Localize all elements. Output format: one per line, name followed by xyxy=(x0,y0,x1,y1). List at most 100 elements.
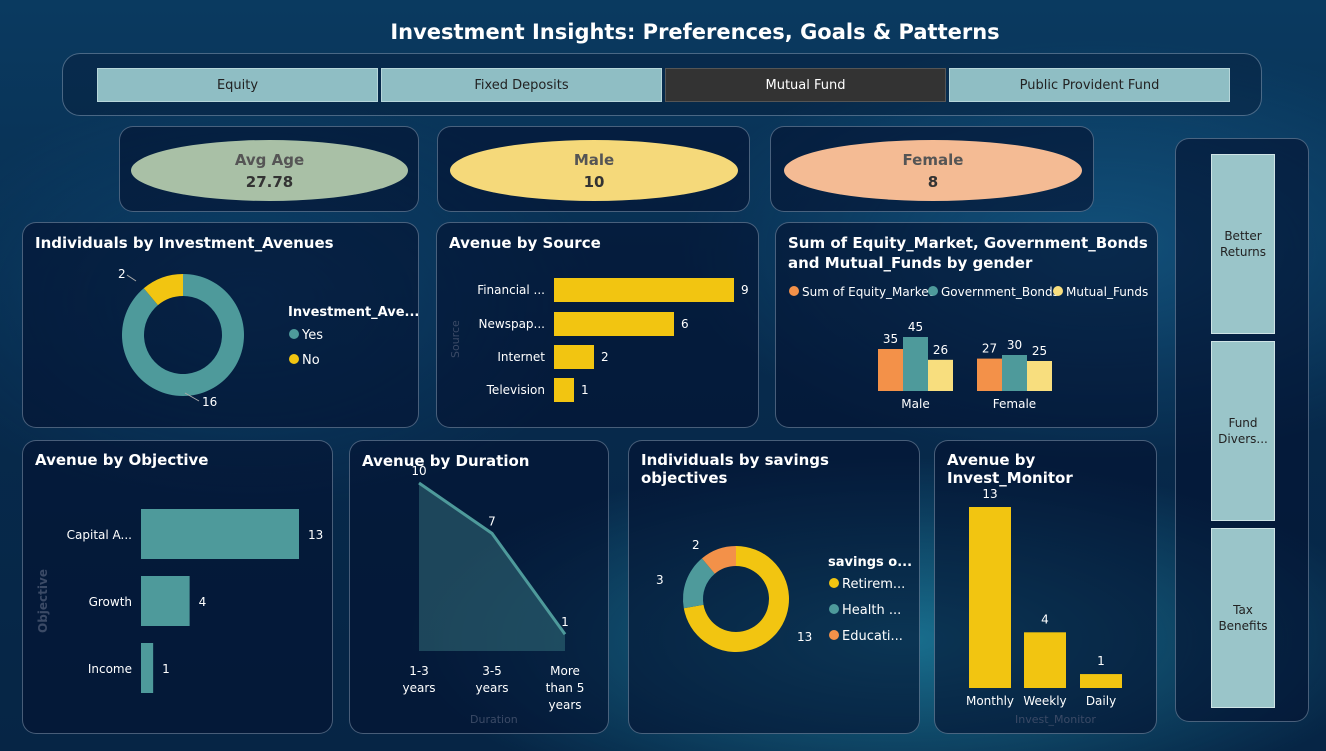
savings-legend-education: Educati... xyxy=(842,629,903,644)
gender-bar-chart: Sum of Equity_Market Government_Bonds Mu… xyxy=(789,285,1148,411)
savings-legend-retirement: Retirem... xyxy=(842,577,905,592)
gender-value-label: 30 xyxy=(1007,338,1022,352)
avenues-slice-no[interactable] xyxy=(143,274,183,306)
duration-axis-label: Duration xyxy=(470,713,518,726)
savings-value-label: 3 xyxy=(656,573,664,587)
gender-legend-bonds: Government_Bonds xyxy=(941,285,1059,299)
objective-value-label: 13 xyxy=(308,528,323,542)
duration-area-chart: 10 7 1 1-3 years 3-5 years More than 5 years Dura… xyxy=(402,464,585,726)
monitor-bar[interactable] xyxy=(969,507,1011,688)
duration-value-label: 1 xyxy=(561,615,569,629)
duration-category-label: 1-3 years xyxy=(402,664,435,695)
monitor-category-label: Monthly xyxy=(966,694,1014,708)
avenues-panel: Individuals by Investment_Avenues 2 16 I… xyxy=(22,222,419,428)
male-kpi: Male 10 xyxy=(450,140,738,201)
gender-title: Sum of Equity_Market, Government_Bonds a… xyxy=(788,233,1148,273)
gender-bar[interactable] xyxy=(1027,361,1052,391)
female-value: 8 xyxy=(927,172,939,191)
source-bar[interactable] xyxy=(554,345,594,369)
gender-bar[interactable] xyxy=(903,337,928,391)
savings-legend-title: savings o... xyxy=(828,555,912,570)
savings-slice-educati[interactable] xyxy=(701,546,736,574)
duration-value-label: 10 xyxy=(411,464,426,478)
gender-value-label: 26 xyxy=(933,343,948,357)
duration-category-label: More than 5 years xyxy=(546,664,585,712)
gender-title-line2: and Mutual_Funds by gender xyxy=(788,254,1033,272)
gender-bar[interactable] xyxy=(928,359,953,391)
gender-bar[interactable] xyxy=(1002,355,1027,391)
page-title: Investment Insights: Preferences, Goals … xyxy=(390,20,1000,44)
avenues-label-no: 2 xyxy=(118,267,126,281)
monitor-bar-chart: 13 Monthly 4 Weekly 1 Daily Invest_Monitor xyxy=(966,487,1122,726)
monitor-category-label: Weekly xyxy=(1023,694,1066,708)
source-category-label: Newspap... xyxy=(479,317,545,331)
savings-panel: Individuals by savings objectives 13 3 2 s… xyxy=(628,440,920,734)
source-bar[interactable] xyxy=(554,278,734,302)
avenues-legend-no: No xyxy=(302,353,320,368)
duration-value-label: 7 xyxy=(488,514,496,528)
savings-value-label: 2 xyxy=(692,538,700,552)
avenues-donut-chart: 2 16 Investment_Ave... Yes No xyxy=(118,267,419,409)
source-value-label: 9 xyxy=(741,283,749,297)
better-returns-button[interactable]: Better Returns xyxy=(1211,154,1275,334)
slicer-equity-button[interactable]: Equity xyxy=(97,68,378,102)
source-category-label: Television xyxy=(486,383,545,397)
gender-value-label: 35 xyxy=(883,332,898,346)
gender-value-label: 27 xyxy=(982,342,997,356)
legend-no-dot xyxy=(289,354,299,364)
objective-category-label: Capital A... xyxy=(67,528,132,542)
gender-title-line1: Sum of Equity_Market, Government_Bonds xyxy=(788,234,1148,252)
objective-bar[interactable] xyxy=(141,576,190,626)
monitor-title: Avenue by Invest_Monitor xyxy=(947,451,1073,487)
gender-bar[interactable] xyxy=(977,358,1002,391)
objective-title: Avenue by Objective xyxy=(35,451,209,469)
savings-slice-health[interactable] xyxy=(683,558,715,609)
legend-education-dot xyxy=(829,630,839,640)
male-label: Male xyxy=(573,150,615,169)
objective-value-label: 4 xyxy=(199,595,207,609)
avg-age-value: 27.78 xyxy=(245,172,294,191)
duration-line[interactable] xyxy=(418,481,567,636)
female-label: Female xyxy=(902,150,964,169)
source-value-label: 6 xyxy=(681,317,689,331)
duration-area-fill xyxy=(419,483,565,651)
avenues-title: Individuals by Investment_Avenues xyxy=(35,234,334,252)
duration-title: Avenue by Duration xyxy=(362,452,530,470)
gender-bar[interactable] xyxy=(878,349,903,391)
objective-category-label: Income xyxy=(88,662,132,676)
slicer-ppf-button[interactable]: Public Provident Fund xyxy=(949,68,1230,102)
legend-yes-dot xyxy=(289,329,299,339)
slicer-fixed-deposits-button[interactable]: Fixed Deposits xyxy=(381,68,662,102)
avenues-slice-yes[interactable] xyxy=(121,274,244,396)
avg-age-label: Avg Age xyxy=(234,150,305,169)
duration-panel: Avenue by Duration 10 7 1 1-3 years 3-5 years M… xyxy=(349,440,609,734)
monitor-value-label: 1 xyxy=(1097,654,1105,668)
tax-benefits-button[interactable]: Tax Benefits xyxy=(1211,528,1275,708)
savings-value-label: 13 xyxy=(797,630,812,644)
monitor-bar[interactable] xyxy=(1080,674,1122,688)
source-bar[interactable] xyxy=(554,378,574,402)
monitor-category-label: Daily xyxy=(1086,694,1116,708)
monitor-bar[interactable] xyxy=(1024,632,1066,688)
fund-diversification-button[interactable]: Fund Divers... xyxy=(1211,341,1275,521)
gender-category-label: Female xyxy=(993,397,1036,411)
source-bar-chart: Source Financial ... 9 Newspap... 6 Internet… xyxy=(449,278,749,402)
monitor-axis-label: Invest_Monitor xyxy=(1015,713,1096,726)
avg-age-kpi: Avg Age 27.78 xyxy=(131,140,408,201)
slicer-mutual-fund-button[interactable]: Mutual Fund xyxy=(665,68,946,102)
objective-bar[interactable] xyxy=(141,643,154,693)
source-bar[interactable] xyxy=(554,312,674,336)
objective-bar[interactable] xyxy=(141,509,299,559)
male-value: 10 xyxy=(583,172,605,191)
legend-health-dot xyxy=(829,604,839,614)
gender-category-label: Male xyxy=(901,397,929,411)
legend-retirement-dot xyxy=(829,578,839,588)
objective-category-label: Growth xyxy=(89,595,132,609)
source-axis-label: Source xyxy=(449,320,462,358)
savings-legend-health: Health ... xyxy=(842,603,901,618)
savings-slice-retirem[interactable] xyxy=(683,546,789,652)
source-title: Avenue by Source xyxy=(449,234,601,252)
gender-legend-mf: Mutual_Funds xyxy=(1066,285,1148,299)
duration-category-label: 3-5 years xyxy=(475,664,508,695)
female-kpi: Female 8 xyxy=(784,140,1082,201)
